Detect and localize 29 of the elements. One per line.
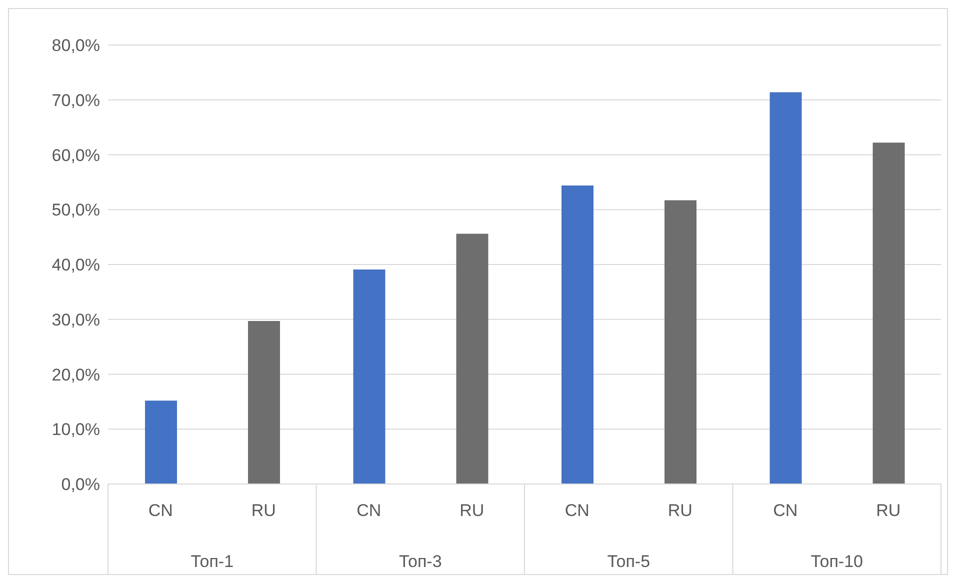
x-tick-label: Топ-3: [398, 552, 442, 571]
y-tick-label: 0,0%: [61, 475, 100, 494]
y-tick-label: 40,0%: [52, 256, 100, 275]
bar: [248, 321, 280, 484]
y-tick-label: 60,0%: [52, 146, 100, 165]
bar: [872, 142, 905, 484]
text: RU: [876, 501, 901, 520]
bar: [456, 234, 488, 484]
y-tick-label: 20,0%: [52, 365, 100, 384]
y-tick-label: 30,0%: [52, 310, 100, 330]
bar: [664, 200, 696, 484]
x-tick-label: Топ-10: [810, 552, 864, 571]
y-tick-label: 50,0%: [52, 200, 100, 220]
y-tick-label: 10,0%: [52, 420, 100, 440]
x-tick-label: Топ-5: [607, 552, 650, 571]
bar: [145, 400, 177, 484]
text: RU: [668, 501, 692, 520]
x-tick-label: Топ-1: [190, 552, 234, 571]
y-tick-label: 80,0%: [52, 36, 100, 56]
series-label: CN: [148, 501, 173, 520]
series-label: RU: [251, 501, 276, 520]
text: CN: [356, 501, 382, 520]
text: RU: [460, 501, 484, 520]
bar: [562, 185, 594, 484]
y-tick-label: 70,0%: [52, 90, 100, 110]
text: CN: [773, 501, 798, 520]
bar: [353, 269, 386, 484]
text: CN: [564, 501, 590, 520]
bar: [770, 92, 802, 484]
